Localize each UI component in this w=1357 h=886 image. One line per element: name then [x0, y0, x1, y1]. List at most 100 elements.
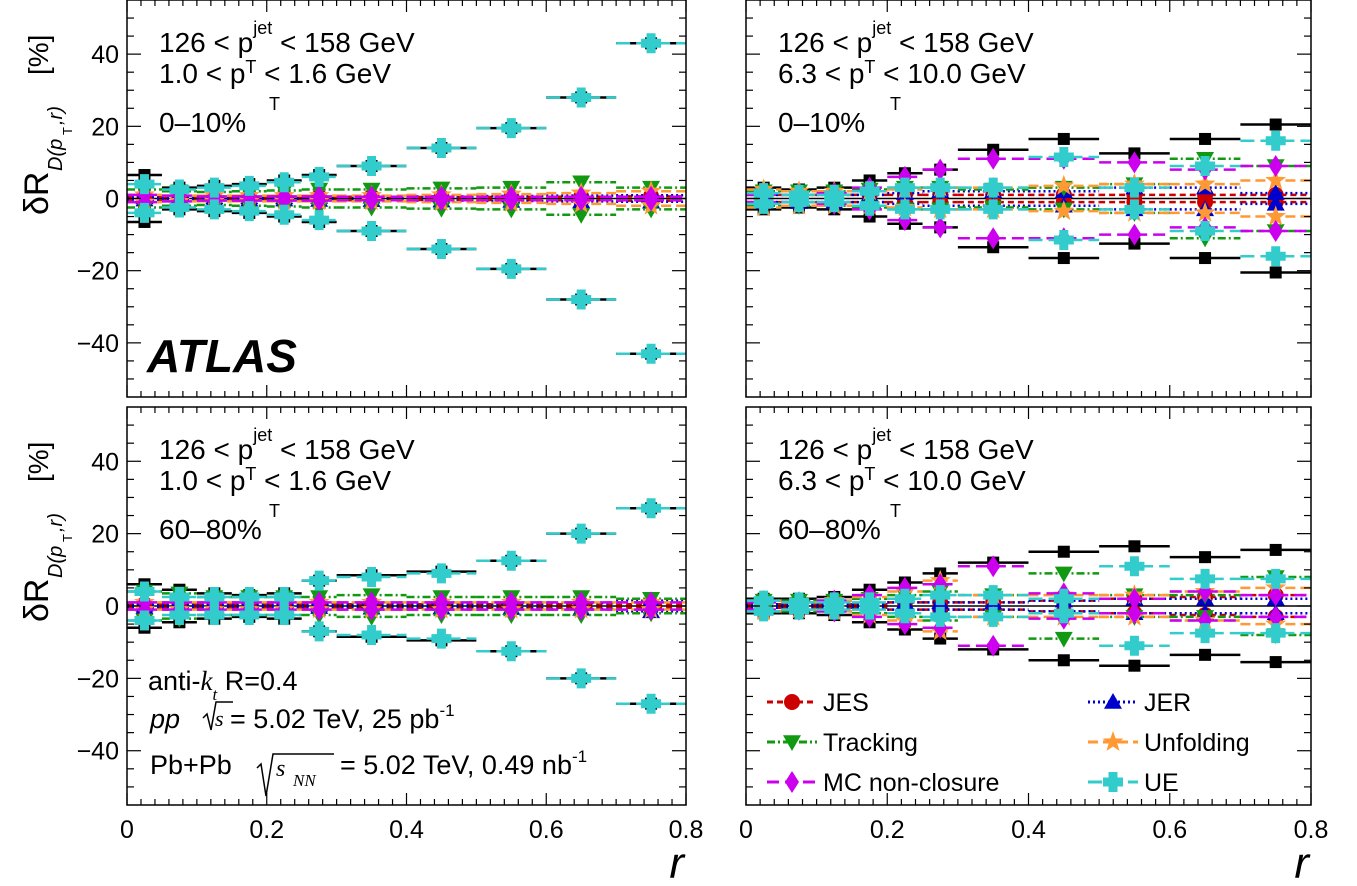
ue-point: [1124, 177, 1145, 198]
trk-tail: < 1.6 GeV: [256, 465, 391, 496]
legend-entry-jes: JES: [767, 689, 869, 717]
ue-point: [169, 197, 190, 218]
y-label-sub3: ,r): [45, 106, 67, 125]
unfolding-point: [1053, 200, 1075, 220]
mc-non-closure-point: [1268, 219, 1283, 242]
ue-point: [361, 567, 382, 588]
ue-point: [134, 174, 155, 195]
series-ue: [127, 498, 686, 714]
total-point: [1057, 654, 1070, 667]
algo-k: k: [201, 666, 214, 696]
pp-prefix: pp: [149, 704, 180, 734]
total-point: [1269, 543, 1282, 556]
track-pt-label: 6.3 < pT < 10.0 GeV: [778, 57, 1026, 89]
unfolding-point: [1265, 169, 1287, 190]
ue-point: [309, 166, 330, 187]
y-tick-label: 0: [105, 186, 119, 214]
trk-sub-label: T: [269, 501, 280, 521]
legend-marker: [1104, 693, 1122, 709]
tracking-point: [1054, 566, 1073, 583]
jet-tail: < 158 GeV: [272, 27, 415, 58]
mc-non-closure-point: [312, 598, 327, 621]
total-point: [1057, 545, 1070, 558]
total-point: [1199, 132, 1212, 145]
ue-point: [169, 586, 190, 607]
mc-non-closure-point: [1268, 605, 1283, 628]
jet-sup: jet: [252, 18, 272, 38]
y-label-sub: D(p: [45, 139, 67, 171]
mc-non-closure-point: [504, 598, 519, 621]
mc-non-closure-point: [364, 598, 379, 621]
ue-point: [930, 199, 951, 220]
mc-non-closure-point: [574, 189, 589, 212]
y-tick-label: −20: [77, 258, 119, 286]
ue-point: [361, 220, 382, 241]
jer-point: [1266, 184, 1285, 200]
ue-point: [431, 628, 452, 649]
mc-non-closure-point: [1268, 155, 1283, 178]
x-axis-label: r: [669, 839, 686, 886]
ue-point: [1195, 156, 1216, 177]
ue-point: [930, 177, 951, 198]
tracking-point: [572, 207, 591, 224]
legend-label: Tracking: [823, 729, 918, 757]
ue-point: [859, 181, 880, 202]
track-pt-label: 6.3 < pT < 10.0 GeV: [778, 464, 1026, 496]
ue-point: [309, 621, 330, 642]
ue-point: [983, 199, 1004, 220]
jet-tail: < 158 GeV: [891, 434, 1034, 465]
legend: JES JER Tracking Unfolding MC non-closure UE: [767, 689, 1250, 797]
y-label-unit: [%]: [23, 35, 54, 75]
mc-non-closure-point: [434, 189, 449, 212]
panel-bottom-left: −40 −20 0 20 40 0 0.2 0.4 0.6 0.8r 126 < pjet < 15…: [18, 406, 703, 886]
ue-point: [169, 179, 190, 200]
pbpb-energy: = 5.02 TeV, 0.49 nb-1: [340, 747, 587, 780]
ticks: [745, 0, 1312, 397]
x-axis-label: r: [1294, 839, 1311, 886]
mc-non-closure-point: [933, 216, 948, 239]
unfolding-point: [1265, 205, 1287, 226]
ue-point: [571, 523, 592, 544]
trk-sub-label: T: [269, 94, 280, 114]
ue-point: [641, 343, 662, 364]
x-tick-label: 0.8: [1294, 816, 1329, 844]
y-tick-label: 0: [105, 593, 119, 621]
ue-point: [169, 605, 190, 626]
ue-point: [753, 590, 774, 611]
legend-label: Unfolding: [1144, 729, 1250, 757]
y-label-sub3: ,r): [45, 513, 67, 532]
ue-point: [641, 693, 662, 714]
ue-point: [361, 624, 382, 645]
jet-sup: jet: [871, 18, 891, 38]
ue-point: [134, 202, 155, 223]
y-tick-label: 40: [91, 41, 119, 69]
jet-pt-label: 126 < pjet < 158 GeV: [778, 425, 1034, 465]
centrality-label: 0–10%: [159, 107, 246, 138]
trk-sup: T: [245, 57, 256, 77]
legend-entry-mc-non-closure: MC non-closure: [767, 769, 999, 797]
ue-point: [983, 177, 1004, 198]
jet-sup: jet: [252, 425, 272, 445]
x-tick-label: 0.4: [389, 816, 424, 844]
y-label-sub: D(p: [45, 546, 67, 578]
mc-non-closure-point: [364, 189, 379, 212]
mc-non-closure-point: [986, 227, 1001, 250]
legend-marker: [1103, 772, 1123, 792]
y-tick-label: 40: [91, 448, 119, 476]
mc-non-closure-point: [1268, 584, 1283, 607]
ue-point: [431, 563, 452, 584]
ue-point: [894, 199, 915, 220]
centrality-label: 60–80%: [159, 514, 262, 545]
y-tick-label: −20: [77, 665, 119, 693]
jet-sup: jet: [871, 425, 891, 445]
mc-non-closure-point: [986, 147, 1001, 170]
ue-point: [894, 177, 915, 198]
total-point: [1057, 132, 1070, 145]
pp-sup: -1: [439, 701, 454, 720]
x-tick-label: 0.2: [249, 816, 284, 844]
mc-non-closure-point: [986, 555, 1001, 578]
y-tick-label: −40: [77, 330, 119, 358]
mc-non-closure-point: [644, 189, 659, 212]
ue-point: [571, 87, 592, 108]
